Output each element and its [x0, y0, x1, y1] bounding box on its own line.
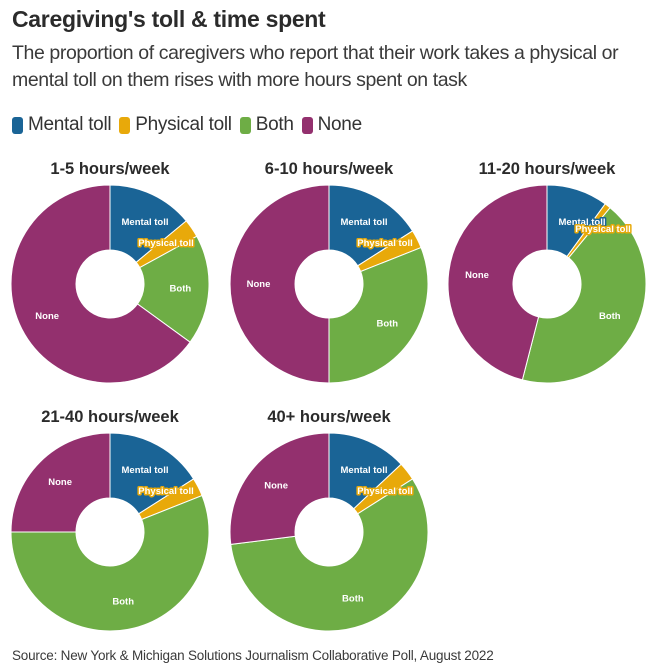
legend-item-none: None	[301, 114, 363, 136]
donut-title: 1-5 hours/week	[50, 160, 170, 178]
slice-label-mental-toll: Mental toll	[341, 465, 388, 476]
donut-slice-mental-toll	[328, 184, 414, 267]
legend-item-both: Both	[239, 114, 294, 136]
legend-swatch-physical	[119, 116, 131, 134]
donut-chart: Mental toll Physical toll Both None	[229, 432, 429, 632]
slice-label-both: Both	[170, 283, 192, 294]
legend-item-physical: Physical toll	[119, 114, 232, 136]
donut-panel-40-plus: 40+ hours/week Mental toll Physical toll B…	[219, 400, 439, 640]
donut-slice-none	[10, 432, 111, 533]
donut-title: 40+ hours/week	[267, 408, 391, 426]
legend-label-mental: Mental toll	[28, 114, 112, 135]
legend-swatch-both	[239, 116, 251, 134]
source-note: Source: New York & Michigan Solutions Jo…	[12, 648, 494, 663]
slice-label-physical-toll: Physical toll	[575, 224, 630, 235]
slice-label-both: Both	[376, 319, 398, 330]
donut-slice-both	[230, 478, 429, 632]
legend-label-physical: Physical toll	[135, 114, 232, 135]
slice-label-none: None	[465, 270, 489, 281]
donut-title: 6-10 hours/week	[264, 160, 394, 178]
legend: Mental toll Physical toll Both None	[12, 114, 370, 136]
slice-label-none: None	[35, 311, 59, 322]
donut-slice-both	[10, 494, 210, 632]
slice-label-physical-toll: Physical toll	[138, 238, 193, 249]
donut-slice-none	[447, 184, 548, 381]
slice-label-none: None	[48, 477, 72, 488]
donut-slice-both	[328, 246, 429, 384]
slice-label-none: None	[247, 279, 271, 290]
legend-swatch-mental	[12, 116, 23, 134]
slice-label-mental-toll: Mental toll	[122, 465, 169, 476]
chart-title: Caregiving's toll & time spent	[12, 6, 326, 32]
slice-label-physical-toll: Physical toll	[138, 486, 193, 497]
slice-label-physical-toll: Physical toll	[357, 486, 412, 497]
slice-label-mental-toll: Mental toll	[122, 217, 169, 228]
slice-label-mental-toll: Mental toll	[559, 217, 606, 228]
donut-slice-none	[229, 184, 330, 384]
slice-label-both: Both	[112, 596, 134, 607]
donut-panel-11-20: 11-20 hours/week Mental toll Physical tol…	[437, 152, 656, 392]
chart-subtitle: The proportion of caregivers who report …	[12, 42, 619, 91]
legend-item-mental: Mental toll	[12, 114, 112, 136]
donut-slice-mental-toll	[109, 432, 195, 515]
legend-label-both: Both	[255, 114, 294, 135]
slice-label-both: Both	[342, 593, 364, 604]
slice-label-mental-toll: Mental toll	[341, 217, 388, 228]
donut-slice-none	[229, 432, 330, 545]
donut-chart: Mental toll Physical toll Both None	[10, 432, 210, 632]
donut-slice-none	[10, 184, 191, 384]
donut-title: 21-40 hours/week	[41, 408, 179, 426]
donut-title: 11-20 hours/week	[478, 160, 616, 178]
slice-label-none: None	[264, 480, 288, 491]
donut-chart: Mental toll Physical toll Both None	[229, 184, 429, 384]
donut-panel-21-40: 21-40 hours/week Mental toll Physical tol…	[0, 400, 220, 640]
donut-slice-both	[521, 207, 647, 384]
donut-chart: Mental toll Physical toll Both None	[10, 184, 210, 384]
donut-slice-both	[136, 235, 210, 343]
slice-label-both: Both	[599, 311, 621, 322]
legend-label-none: None	[317, 114, 363, 135]
legend-swatch-none	[301, 116, 313, 134]
slice-label-physical-toll: Physical toll	[357, 238, 412, 249]
donut-panel-1-5: 1-5 hours/week Mental toll Physical toll B…	[0, 152, 220, 392]
donut-panel-6-10: 6-10 hours/week Mental toll Physical toll…	[219, 152, 439, 392]
